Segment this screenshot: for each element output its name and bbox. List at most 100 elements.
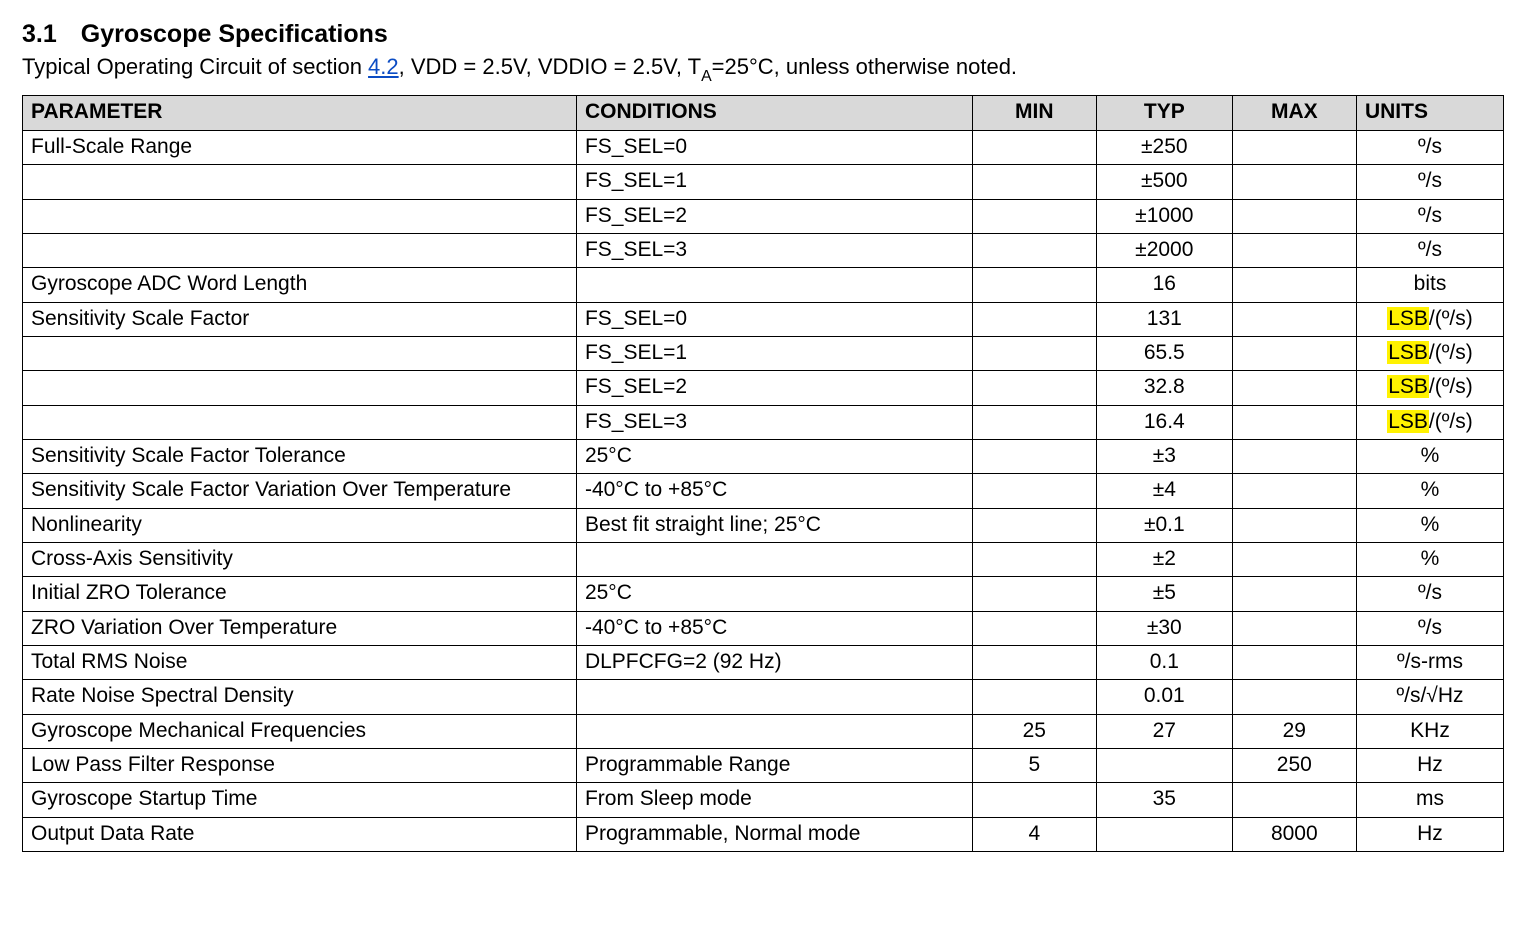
cell-units: ms — [1356, 783, 1503, 817]
cell-max — [1232, 577, 1356, 611]
table-row: Gyroscope Startup TimeFrom Sleep mode35m… — [23, 783, 1504, 817]
cell-typ: 65.5 — [1096, 336, 1232, 370]
cell-typ: ±500 — [1096, 165, 1232, 199]
cell-units: º/s — [1356, 165, 1503, 199]
section-link[interactable]: 4.2 — [368, 54, 399, 79]
cell-typ: ±1000 — [1096, 199, 1232, 233]
cell-min — [972, 645, 1096, 679]
cell-typ: 32.8 — [1096, 371, 1232, 405]
cell-parameter: Rate Noise Spectral Density — [23, 680, 577, 714]
cell-typ — [1096, 817, 1232, 851]
cell-max — [1232, 165, 1356, 199]
cell-min — [972, 439, 1096, 473]
cell-conditions: From Sleep mode — [576, 783, 972, 817]
cell-units: º/s — [1356, 233, 1503, 267]
cell-max: 250 — [1232, 749, 1356, 783]
cell-max — [1232, 405, 1356, 439]
cell-units: % — [1356, 474, 1503, 508]
cell-max — [1232, 302, 1356, 336]
cell-typ: 0.1 — [1096, 645, 1232, 679]
cell-min — [972, 542, 1096, 576]
cell-parameter: Gyroscope ADC Word Length — [23, 268, 577, 302]
cell-parameter: Sensitivity Scale Factor Variation Over … — [23, 474, 577, 508]
cell-parameter: Low Pass Filter Response — [23, 749, 577, 783]
cell-conditions: Best fit straight line; 25°C — [576, 508, 972, 542]
cell-typ: ±5 — [1096, 577, 1232, 611]
col-header-typ: TYP — [1096, 96, 1232, 130]
cell-typ: ±4 — [1096, 474, 1232, 508]
table-row: FS_SEL=165.5LSB/(º/s) — [23, 336, 1504, 370]
cell-conditions: FS_SEL=3 — [576, 233, 972, 267]
cell-max — [1232, 783, 1356, 817]
table-row: Sensitivity Scale FactorFS_SEL=0131LSB/(… — [23, 302, 1504, 336]
cell-min — [972, 130, 1096, 164]
cell-typ: 35 — [1096, 783, 1232, 817]
cell-min — [972, 611, 1096, 645]
cell-parameter: Total RMS Noise — [23, 645, 577, 679]
subtitle-mid: , VDD = 2.5V, VDDIO = 2.5V, T — [399, 54, 701, 79]
table-row: FS_SEL=3 ±2000 º/s — [23, 233, 1504, 267]
table-row: Full-Scale RangeFS_SEL=0±250º/s — [23, 130, 1504, 164]
cell-max — [1232, 268, 1356, 302]
cell-units: LSB/(º/s) — [1356, 336, 1503, 370]
table-row: FS_SEL=1±500º/s — [23, 165, 1504, 199]
cell-units: º/s — [1356, 130, 1503, 164]
cell-min — [972, 336, 1096, 370]
cell-conditions: 25°C — [576, 439, 972, 473]
cell-parameter: ZRO Variation Over Temperature — [23, 611, 577, 645]
table-row: Sensitivity Scale Factor Variation Over … — [23, 474, 1504, 508]
cell-parameter — [23, 233, 577, 267]
cell-parameter: Initial ZRO Tolerance — [23, 577, 577, 611]
highlighted-text: LSB — [1387, 410, 1429, 433]
cell-conditions — [576, 542, 972, 576]
cell-max — [1232, 336, 1356, 370]
cell-max: 29 — [1232, 714, 1356, 748]
table-row: Rate Noise Spectral Density0.01º/s/√Hz — [23, 680, 1504, 714]
cell-typ: ±250 — [1096, 130, 1232, 164]
table-row: FS_SEL=2±1000º/s — [23, 199, 1504, 233]
cell-min — [972, 405, 1096, 439]
cell-parameter: Cross-Axis Sensitivity — [23, 542, 577, 576]
cell-min — [972, 474, 1096, 508]
table-row: Total RMS NoiseDLPFCFG=2 (92 Hz) 0.1 º/s-r… — [23, 645, 1504, 679]
cell-units: bits — [1356, 268, 1503, 302]
table-row: Initial ZRO Tolerance25°C±5º/s — [23, 577, 1504, 611]
cell-typ: ±2 — [1096, 542, 1232, 576]
cell-typ: 0.01 — [1096, 680, 1232, 714]
cell-parameter: Sensitivity Scale Factor Tolerance — [23, 439, 577, 473]
highlighted-text: LSB — [1387, 341, 1429, 364]
cell-typ: ±3 — [1096, 439, 1232, 473]
cell-conditions: -40°C to +85°C — [576, 474, 972, 508]
cell-conditions: DLPFCFG=2 (92 Hz) — [576, 645, 972, 679]
table-row: Sensitivity Scale Factor Tolerance25°C ±3… — [23, 439, 1504, 473]
cell-max — [1232, 233, 1356, 267]
cell-max: 8000 — [1232, 817, 1356, 851]
cell-units: Hz — [1356, 817, 1503, 851]
table-row: Gyroscope Mechanical Frequencies252729KH… — [23, 714, 1504, 748]
cell-typ: 131 — [1096, 302, 1232, 336]
cell-units: LSB/(º/s) — [1356, 371, 1503, 405]
cell-parameter — [23, 336, 577, 370]
cell-units: º/s-rms — [1356, 645, 1503, 679]
spec-table: PARAMETER CONDITIONS MIN TYP MAX UNITS F… — [22, 95, 1504, 852]
cell-parameter: Gyroscope Mechanical Frequencies — [23, 714, 577, 748]
cell-typ — [1096, 749, 1232, 783]
cell-conditions: FS_SEL=3 — [576, 405, 972, 439]
cell-units: º/s — [1356, 199, 1503, 233]
cell-max — [1232, 611, 1356, 645]
cell-max — [1232, 199, 1356, 233]
cell-min — [972, 268, 1096, 302]
cell-parameter — [23, 405, 577, 439]
cell-conditions: FS_SEL=2 — [576, 371, 972, 405]
table-row: NonlinearityBest fit straight line; 25°C… — [23, 508, 1504, 542]
section-title: Gyroscope Specifications — [81, 20, 388, 48]
cell-parameter — [23, 165, 577, 199]
cell-units: % — [1356, 542, 1503, 576]
cell-conditions: 25°C — [576, 577, 972, 611]
cell-units: % — [1356, 508, 1503, 542]
table-row: ZRO Variation Over Temperature-40°C to +… — [23, 611, 1504, 645]
cell-min — [972, 165, 1096, 199]
table-row: Cross-Axis Sensitivity ±2% — [23, 542, 1504, 576]
cell-min — [972, 199, 1096, 233]
cell-typ: ±2000 — [1096, 233, 1232, 267]
